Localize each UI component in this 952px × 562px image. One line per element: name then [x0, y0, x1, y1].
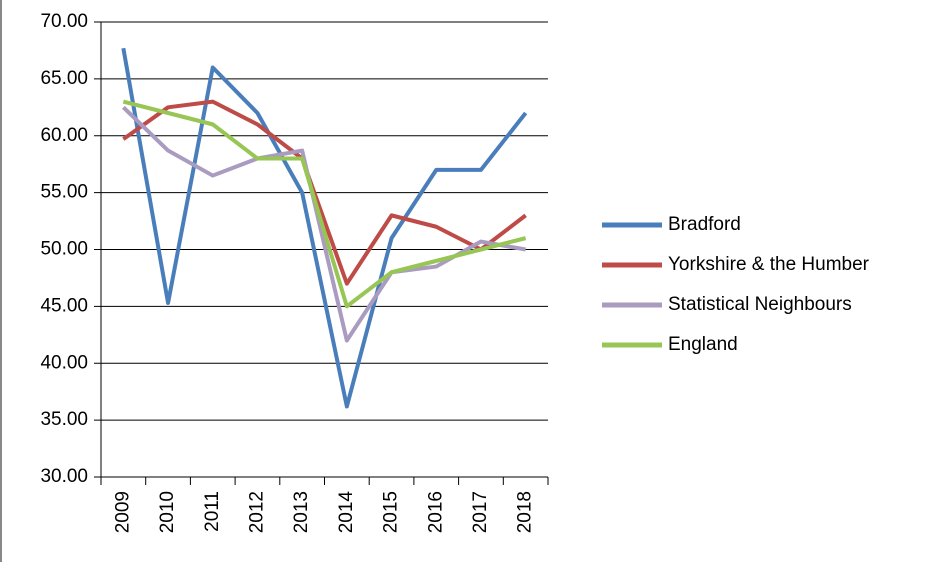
y-tick-label: 35.00 — [40, 409, 88, 430]
legend-label: Yorkshire & the Humber — [668, 254, 870, 275]
legend-label: England — [668, 334, 738, 355]
legend-label: Statistical Neighbours — [668, 294, 852, 315]
x-tick-label: 2015 — [381, 491, 402, 533]
series-line — [121, 47, 528, 409]
series-line — [122, 99, 527, 286]
x-tick-label: 2009 — [112, 491, 133, 533]
x-tick-label: 2013 — [291, 491, 312, 533]
legend-label: Bradford — [668, 214, 741, 235]
x-tick-label: 2012 — [246, 491, 267, 533]
x-tick-label: 2018 — [515, 491, 536, 533]
y-tick-label: 45.00 — [40, 295, 88, 316]
x-tick-label: 2014 — [336, 491, 357, 534]
y-tick-label: 60.00 — [40, 125, 88, 146]
y-tick-label: 50.00 — [40, 239, 88, 260]
y-tick-label: 30.00 — [40, 466, 88, 487]
y-tick-label: 70.00 — [40, 11, 88, 32]
x-tick-label: 2017 — [470, 491, 491, 533]
series-line — [122, 99, 527, 309]
y-tick-label: 40.00 — [40, 352, 88, 373]
x-tick-label: 2016 — [425, 491, 446, 533]
x-tick-label: 2011 — [202, 491, 223, 532]
x-tick-label: 2010 — [157, 491, 178, 533]
y-tick-label: 55.00 — [40, 182, 88, 203]
y-tick-label: 65.00 — [40, 68, 88, 89]
